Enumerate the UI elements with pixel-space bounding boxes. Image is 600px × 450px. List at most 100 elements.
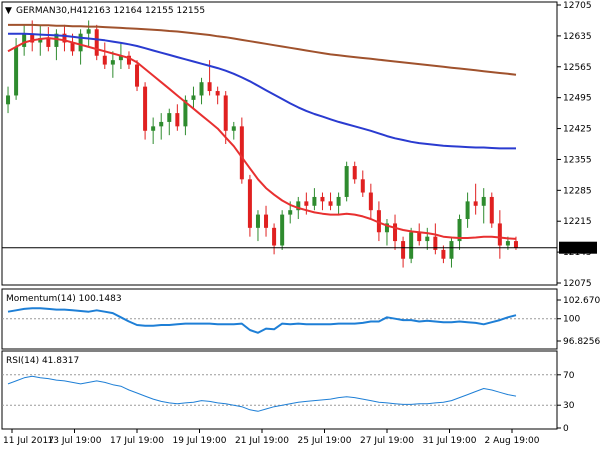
axis-layer: 12705 12635 12565 12495 12425 12355 12285 12215… bbox=[3, 1, 600, 446]
rsi-layer bbox=[2, 374, 557, 412]
candle-body bbox=[151, 126, 156, 131]
candle-body bbox=[320, 196, 325, 202]
candle-body bbox=[118, 55, 123, 61]
candle-body bbox=[481, 196, 486, 206]
candle-body bbox=[409, 232, 414, 259]
candle-body bbox=[433, 236, 438, 250]
candle-body bbox=[191, 95, 196, 100]
rsi-tick-label: 0 bbox=[563, 424, 569, 434]
candle-body bbox=[247, 179, 252, 228]
candle-body bbox=[70, 42, 75, 52]
candle-body bbox=[264, 214, 269, 228]
x-tick-label: 13 Jul 19:00 bbox=[48, 436, 102, 446]
candle-body bbox=[336, 196, 341, 206]
price-tick-label: 12215 bbox=[563, 217, 592, 227]
rsi-line bbox=[7, 375, 517, 412]
rsi-tick-label: 30 bbox=[563, 401, 575, 411]
candle-body bbox=[255, 214, 260, 228]
candle-body bbox=[344, 166, 349, 197]
candle-body bbox=[6, 95, 11, 105]
price-tick-label: 12495 bbox=[563, 94, 592, 104]
candle-body bbox=[360, 179, 365, 193]
candle-body bbox=[14, 46, 19, 96]
candle-body bbox=[102, 55, 107, 65]
momentum-tick-label: 102.6707 bbox=[563, 296, 600, 306]
candle-body bbox=[457, 219, 462, 242]
sma-mid-line bbox=[8, 32, 516, 150]
x-tick-label: 27 Jul 19:00 bbox=[360, 436, 414, 446]
candle-body bbox=[288, 210, 293, 215]
price-tick-label: 12425 bbox=[563, 125, 592, 135]
candle-body bbox=[38, 38, 43, 43]
candle-body bbox=[199, 82, 204, 96]
x-tick-label: 2 Aug 19:00 bbox=[485, 436, 540, 446]
candle-body bbox=[62, 33, 67, 43]
candle-body bbox=[280, 214, 285, 246]
rsi-panel-frame bbox=[1, 350, 558, 430]
momentum-layer bbox=[2, 307, 557, 334]
x-tick-label: 31 Jul 19:00 bbox=[423, 436, 477, 446]
candle-body bbox=[425, 236, 430, 242]
candle-body bbox=[417, 232, 422, 242]
candle-body bbox=[441, 249, 446, 259]
price-layer bbox=[2, 20, 557, 268]
candle-body bbox=[78, 33, 83, 52]
price-tick-label: 12355 bbox=[563, 155, 592, 165]
candle-body bbox=[22, 33, 27, 47]
price-panel-frame bbox=[1, 1, 558, 286]
candle-body bbox=[368, 192, 373, 211]
symbol-label: GERMAN30,H4 bbox=[16, 6, 83, 16]
candle-body bbox=[449, 241, 454, 259]
candle-body bbox=[223, 95, 228, 131]
candle-body bbox=[465, 201, 470, 220]
rsi-label: RSI(14) 41.8317 bbox=[6, 356, 79, 366]
x-tick-label: 17 Jul 19:00 bbox=[110, 436, 164, 446]
candle-body bbox=[110, 60, 115, 65]
ohlc-label: 12163 12164 12155 12155 bbox=[82, 6, 205, 16]
x-tick-label: 11 Jul 2017 bbox=[3, 436, 54, 446]
candle-body bbox=[215, 91, 220, 96]
candle-body bbox=[239, 126, 244, 180]
momentum-label: Momentum(14) 100.1483 bbox=[6, 294, 122, 304]
price-tick-label: 12635 bbox=[563, 32, 592, 42]
momentum-line bbox=[7, 307, 517, 334]
candle-body bbox=[143, 86, 148, 131]
candle-body bbox=[384, 223, 389, 233]
candle-body bbox=[30, 33, 35, 43]
candle-body bbox=[505, 241, 510, 246]
candle-body bbox=[473, 201, 478, 206]
candle-body bbox=[159, 121, 164, 127]
candle-body bbox=[328, 201, 333, 206]
candle-body bbox=[272, 227, 277, 246]
candle-body bbox=[207, 82, 212, 92]
candle-body bbox=[86, 29, 91, 34]
momentum-tick-label: 96.8256 bbox=[563, 337, 600, 347]
price-tick-label: 12565 bbox=[563, 63, 592, 73]
candle-body bbox=[312, 196, 317, 206]
symbol-dropdown-icon[interactable]: ▼ bbox=[5, 6, 12, 16]
candle-body bbox=[393, 223, 398, 242]
candle-body bbox=[167, 113, 172, 122]
sma-fast-line bbox=[7, 37, 517, 240]
candle-body bbox=[376, 210, 381, 233]
candle-body bbox=[175, 113, 180, 127]
candle-body bbox=[513, 241, 518, 248]
momentum-tick-label: 100 bbox=[563, 315, 580, 325]
candle-body bbox=[135, 64, 140, 87]
candle-body bbox=[126, 55, 131, 65]
candle-body bbox=[231, 126, 236, 131]
price-tick-label: 12285 bbox=[563, 186, 592, 196]
candle-body bbox=[46, 38, 51, 47]
candle-body bbox=[489, 196, 494, 224]
sma-slow-line bbox=[8, 23, 517, 76]
x-tick-label: 21 Jul 19:00 bbox=[235, 436, 289, 446]
current-price-box bbox=[559, 241, 597, 254]
candle-body bbox=[94, 29, 99, 56]
price-tick-label: 12705 bbox=[563, 1, 592, 11]
candle-body bbox=[497, 223, 502, 246]
x-tick-label: 19 Jul 19:00 bbox=[173, 436, 227, 446]
x-tick-label: 25 Jul 19:00 bbox=[298, 436, 352, 446]
current-price-label: 12155 bbox=[563, 244, 592, 254]
rsi-tick-label: 70 bbox=[563, 371, 575, 381]
